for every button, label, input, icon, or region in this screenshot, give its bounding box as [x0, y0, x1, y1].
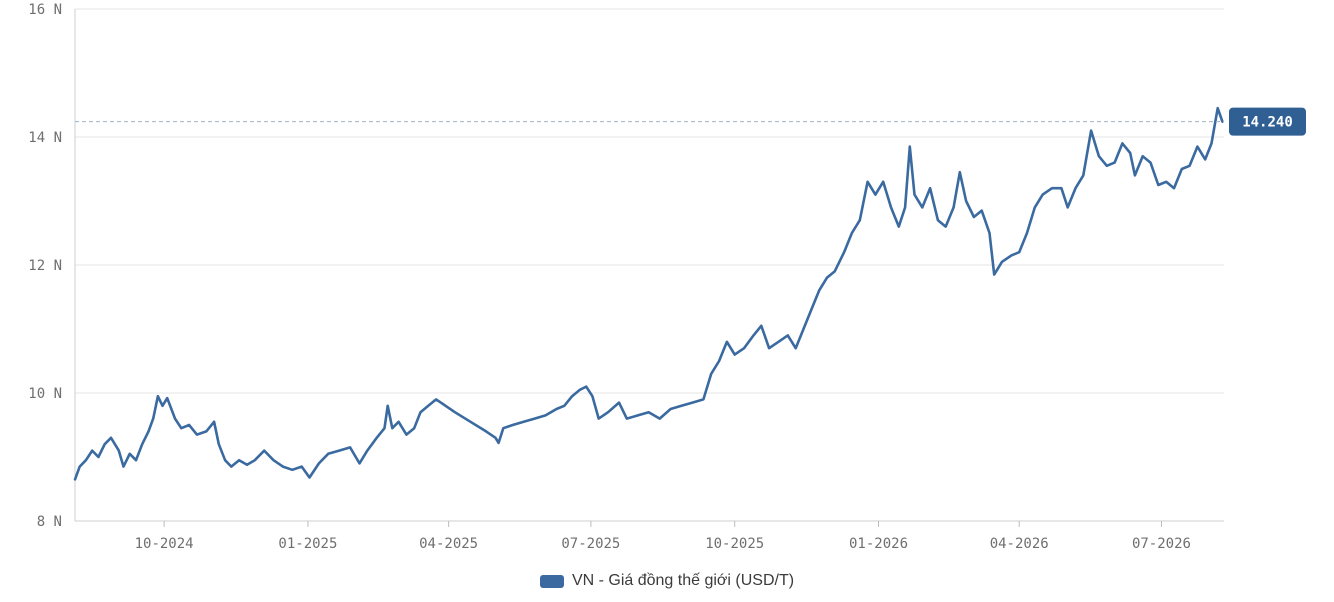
x-tick-label: 04-2025 [419, 536, 478, 552]
axes [74, 9, 1224, 522]
y-tick-label: 12 N [28, 258, 62, 274]
gridlines [75, 8, 1224, 394]
legend[interactable]: VN - Giá đồng thế giới (USD/T) [0, 572, 1334, 590]
x-tick-label: 01-2026 [849, 536, 908, 552]
x-tick-label: 10-2025 [705, 536, 764, 552]
x-tick-label: 01-2025 [278, 536, 337, 552]
legend-label: VN - Giá đồng thế giới (USD/T) [571, 572, 795, 589]
x-axis-ticks: 10-2024 01-2025 04-2025 07-2025 10-2025 01-20… [135, 521, 1191, 552]
legend-swatch [539, 574, 564, 588]
last-value-label: 14.240 [1242, 115, 1293, 131]
series-layer [73, 106, 1224, 481]
y-tick-label: 16 N [28, 2, 62, 18]
x-tick-label: 07-2026 [1132, 536, 1191, 552]
y-tick-label: 14 N [28, 130, 62, 146]
last-value-marker: 14.240 [75, 107, 1306, 136]
y-tick-label: 10 N [28, 386, 62, 402]
last-value-badge [1229, 107, 1306, 136]
x-tick-label: 04-2026 [990, 536, 1049, 552]
x-tick-label: 07-2025 [561, 536, 620, 552]
y-axis-ticks: 8 N 10 N 12 N 14 N 16 N [28, 2, 62, 530]
y-tick-label: 8 N [37, 514, 62, 530]
series-line-0 [73, 106, 1224, 481]
x-tick-label: 10-2024 [135, 536, 194, 552]
